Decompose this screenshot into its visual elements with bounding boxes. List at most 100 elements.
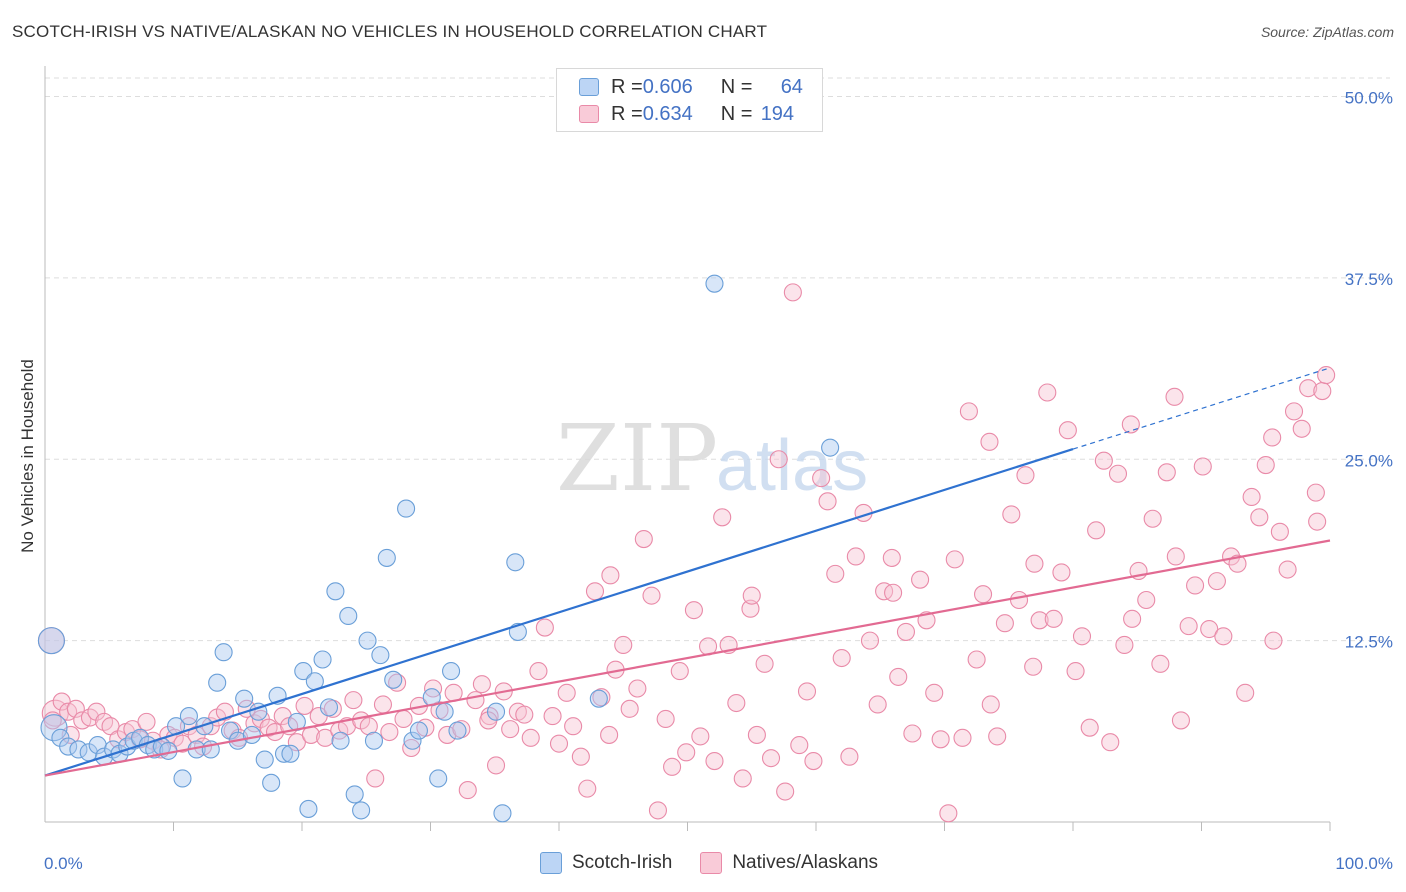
data-point-natives-alaskans [458,781,477,800]
y-axis-label: No Vehicles in Household [18,359,37,553]
data-point-natives-alaskans [66,699,85,718]
data-point-natives-alaskans [742,586,761,605]
data-point-natives-alaskans [295,696,314,715]
data-point-natives-alaskans [1242,487,1261,507]
data-point-natives-alaskans [705,752,724,771]
data-point-natives-alaskans [1207,572,1226,591]
data-point-natives-alaskans [747,725,766,744]
data-point-natives-alaskans [515,705,534,724]
data-point-natives-alaskans [1115,635,1134,655]
data-point-natives-alaskans [648,801,667,820]
data-point-natives-alaskans [486,756,506,775]
data-point-natives-alaskans [868,695,887,714]
stats-n-label: N = [720,102,753,125]
data-point-natives-alaskans [1058,421,1077,440]
data-point-natives-alaskans [1214,627,1233,646]
series-scotch-irish [37,274,840,823]
data-point-natives-alaskans [733,769,752,788]
data-point-natives-alaskans [875,582,894,601]
data-point-natives-alaskans [1137,590,1156,610]
watermark-zip: ZIP [556,405,718,512]
data-point-scotch-irish [294,662,313,681]
data-point-natives-alaskans [797,682,817,701]
data-point-scotch-irish [40,714,68,742]
data-point-natives-alaskans [1157,463,1176,482]
data-point-natives-alaskans [741,599,760,618]
data-point-natives-alaskans [1179,617,1198,636]
data-point-scotch-irish [214,643,233,662]
data-point-natives-alaskans [1072,627,1092,646]
data-point-natives-alaskans [826,564,845,583]
data-point-natives-alaskans [642,586,661,605]
data-point-natives-alaskans [380,722,399,742]
data-point-natives-alaskans [953,728,972,747]
data-point-natives-alaskans [1143,509,1162,528]
data-point-natives-alaskans [804,752,823,771]
data-point-scotch-irish [262,773,281,792]
data-point-natives-alaskans [600,725,619,744]
x-tick-label: 0.0% [44,854,83,873]
data-point-natives-alaskans [1123,609,1142,628]
data-point-scotch-irish [220,721,240,740]
data-point-natives-alaskans [620,699,639,718]
data-point-natives-alaskans [1313,382,1332,401]
data-point-natives-alaskans [1308,512,1327,531]
data-point-scotch-irish [242,725,261,744]
data-point-natives-alaskans [776,782,795,801]
data-point-scotch-irish [493,804,512,823]
data-point-natives-alaskans [1278,560,1297,579]
data-point-scotch-irish [339,606,358,626]
data-point-scotch-irish [313,650,332,669]
data-point-scotch-irish [409,721,428,740]
data-point-natives-alaskans [52,692,71,711]
stats-row-scotch-irish: R = 0.606 N = 64 [579,75,803,99]
stats-legend: R = 0.606 N = 64 R = 0.634 N = 194 [556,68,823,132]
data-point-natives-alaskans [939,804,958,823]
x-tick-label: 100.0% [1335,854,1393,873]
data-point-natives-alaskans [973,585,993,604]
data-point-scotch-irish [371,646,390,665]
data-point-natives-alaskans [832,648,851,668]
data-point-natives-alaskans [359,717,378,736]
data-point-natives-alaskans [818,492,837,511]
data-point-natives-alaskans [769,450,788,469]
data-point-natives-alaskans [1166,547,1185,566]
trend-lines [44,367,1331,777]
data-point-natives-alaskans [903,724,922,743]
stats-r-value: 0.606 [642,75,693,98]
data-point-natives-alaskans [713,508,732,527]
stats-n-value: 194 [760,102,795,125]
chart-title: SCOTCH-IRISH VS NATIVE/ALASKAN NO VEHICL… [12,22,768,41]
data-point-natives-alaskans [501,720,520,739]
legend-item-natives-alaskans[interactable]: Natives/Alaskans [700,852,878,874]
data-point-natives-alaskans [87,702,106,721]
data-point-natives-alaskans [1044,609,1063,628]
data-point-natives-alaskans [1306,483,1325,502]
data-point-natives-alaskans [535,618,554,637]
data-point-natives-alaskans [1080,718,1099,737]
data-point-natives-alaskans [846,547,865,566]
data-point-natives-alaskans [1236,683,1255,702]
data-point-scotch-irish [37,627,65,655]
data-point-natives-alaskans [1228,554,1247,573]
data-point-natives-alaskans [1171,711,1190,730]
data-point-scotch-irish [331,731,350,750]
data-point-scotch-irish [705,274,724,293]
trend-line-natives-alaskans [44,539,1331,777]
data-point-natives-alaskans [995,614,1014,633]
data-point-scotch-irish [299,799,318,818]
legend-item-scotch-irish[interactable]: Scotch-Irish [540,852,672,874]
data-point-natives-alaskans [549,734,569,753]
data-point-natives-alaskans [981,695,1000,714]
data-point-natives-alaskans [860,631,880,650]
data-point-natives-alaskans [601,566,620,585]
stats-swatch-scotch-irish [579,78,599,96]
data-point-natives-alaskans [1284,402,1304,421]
legend-label-scotch-irish: Scotch-Irish [572,852,673,873]
y-tick-label: 12.5% [1345,633,1393,652]
data-point-natives-alaskans [1250,508,1269,527]
data-point-natives-alaskans [578,779,597,798]
stats-swatch-natives-alaskans [579,105,599,123]
data-point-natives-alaskans [1200,619,1219,639]
data-point-scotch-irish [506,553,525,572]
